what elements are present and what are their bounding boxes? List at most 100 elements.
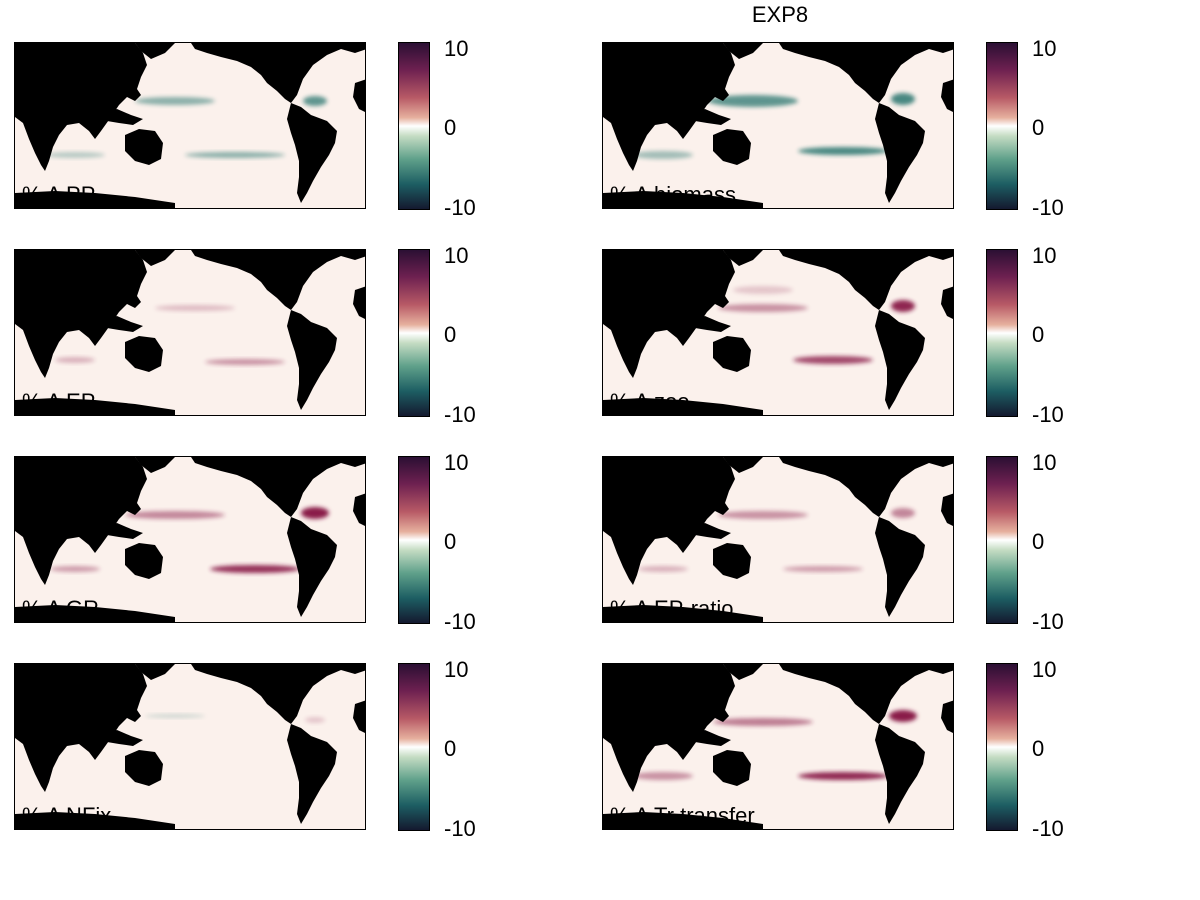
- anomaly-patch: [45, 152, 105, 158]
- colorbar: [398, 249, 430, 417]
- land-mass: [691, 523, 731, 539]
- panel-label: % Δ PP: [22, 182, 96, 207]
- land-mass: [353, 79, 365, 112]
- land-mass: [723, 457, 763, 473]
- colorbar-tick-label: -10: [1032, 195, 1064, 220]
- colorbar-tick-label: -10: [1032, 816, 1064, 841]
- land-mass: [941, 79, 953, 112]
- land-mass: [15, 398, 175, 415]
- colorbar-tick-label: 10: [1032, 657, 1057, 682]
- colorbar: [986, 249, 1018, 417]
- anomaly-patch: [638, 566, 688, 572]
- colorbar-tick-label: 10: [1032, 243, 1057, 268]
- panel-label: % Δ EP: [22, 389, 96, 414]
- colorbar-tick-label: -10: [1032, 402, 1064, 427]
- anomaly-patch: [889, 710, 917, 722]
- colorbar-tick-label: 10: [1032, 36, 1057, 61]
- colorbar-tick-label: 0: [1032, 529, 1045, 554]
- land-mass: [191, 43, 365, 103]
- land-mass: [603, 812, 763, 829]
- colorbar: [986, 42, 1018, 210]
- map-panel: % Δ GR: [14, 456, 366, 623]
- colorbar-tick-label: 0: [1032, 322, 1045, 347]
- land-mass: [779, 250, 953, 310]
- land-mass: [191, 250, 365, 310]
- colorbar-tick-label: -10: [444, 402, 476, 427]
- colorbar-tick-label: -10: [444, 195, 476, 220]
- anomaly-patch: [205, 359, 285, 365]
- map-panel: % Δ EP: [14, 249, 366, 416]
- world-map: [15, 664, 365, 829]
- land-mass: [191, 457, 365, 517]
- anomaly-patch: [713, 718, 813, 726]
- land-mass: [15, 605, 175, 622]
- anomaly-patch: [55, 357, 95, 363]
- anomaly-patch: [303, 96, 327, 106]
- world-map: [15, 250, 365, 415]
- panel-label: % Δ Tr transfer: [610, 803, 755, 828]
- land-mass: [691, 316, 731, 332]
- colorbar-tick-label: 0: [444, 736, 457, 761]
- land-mass: [941, 493, 953, 526]
- panel-label: % Δ GR: [22, 596, 100, 621]
- land-mass: [103, 109, 143, 125]
- colorbar-tick-label: 10: [444, 450, 469, 475]
- land-mass: [779, 664, 953, 724]
- anomaly-patch: [798, 147, 888, 155]
- colorbar-tick-label: -10: [444, 816, 476, 841]
- land-mass: [135, 457, 175, 473]
- land-mass: [353, 286, 365, 319]
- anomaly-patch: [50, 566, 100, 572]
- anomaly-patch: [633, 151, 693, 159]
- anomaly-patch: [633, 772, 693, 780]
- colorbar-tick-label: 0: [1032, 115, 1045, 140]
- colorbar-tick-label: 10: [1032, 450, 1057, 475]
- anomaly-patch: [891, 508, 915, 518]
- land-mass: [875, 310, 925, 410]
- anomaly-patch: [145, 714, 205, 718]
- land-mass: [941, 286, 953, 319]
- land-mass: [287, 724, 337, 824]
- panel-label: % Δ biomass: [610, 182, 736, 207]
- colorbar-tick-label: 0: [444, 322, 457, 347]
- map-panel: % Δ zoo: [602, 249, 954, 416]
- land-mass: [103, 523, 143, 539]
- map-panel: % Δ biomass: [602, 42, 954, 209]
- anomaly-patch: [793, 356, 873, 364]
- land-mass: [941, 700, 953, 733]
- land-mass: [125, 750, 163, 786]
- colorbar-tick-label: 10: [444, 243, 469, 268]
- world-map: [603, 664, 953, 829]
- anomaly-patch: [210, 565, 300, 573]
- anomaly-patch: [708, 95, 798, 107]
- colorbar: [986, 663, 1018, 831]
- land-mass: [723, 250, 763, 266]
- anomaly-patch: [305, 717, 325, 723]
- colorbar-tick-label: 0: [444, 115, 457, 140]
- anomaly-patch: [185, 152, 285, 158]
- land-mass: [713, 336, 751, 372]
- land-mass: [135, 43, 175, 59]
- land-mass: [713, 750, 751, 786]
- land-mass: [353, 700, 365, 733]
- panel-label: % Δ EP-ratio: [610, 596, 734, 621]
- anomaly-patch: [733, 286, 793, 294]
- anomaly-patch: [301, 507, 329, 519]
- land-mass: [603, 398, 763, 415]
- land-mass: [603, 664, 735, 792]
- colorbar: [398, 42, 430, 210]
- anomaly-patch: [155, 305, 235, 311]
- land-mass: [135, 250, 175, 266]
- land-mass: [15, 664, 147, 792]
- land-mass: [125, 336, 163, 372]
- anomaly-patch: [135, 97, 215, 105]
- map-panel: % Δ Tr transfer: [602, 663, 954, 830]
- figure-title: EXP8: [751, 2, 809, 27]
- land-mass: [603, 43, 735, 171]
- world-map: [603, 250, 953, 415]
- anomaly-patch: [718, 304, 808, 312]
- land-mass: [103, 316, 143, 332]
- land-mass: [125, 543, 163, 579]
- land-mass: [135, 664, 175, 680]
- anomaly-patch: [798, 772, 888, 780]
